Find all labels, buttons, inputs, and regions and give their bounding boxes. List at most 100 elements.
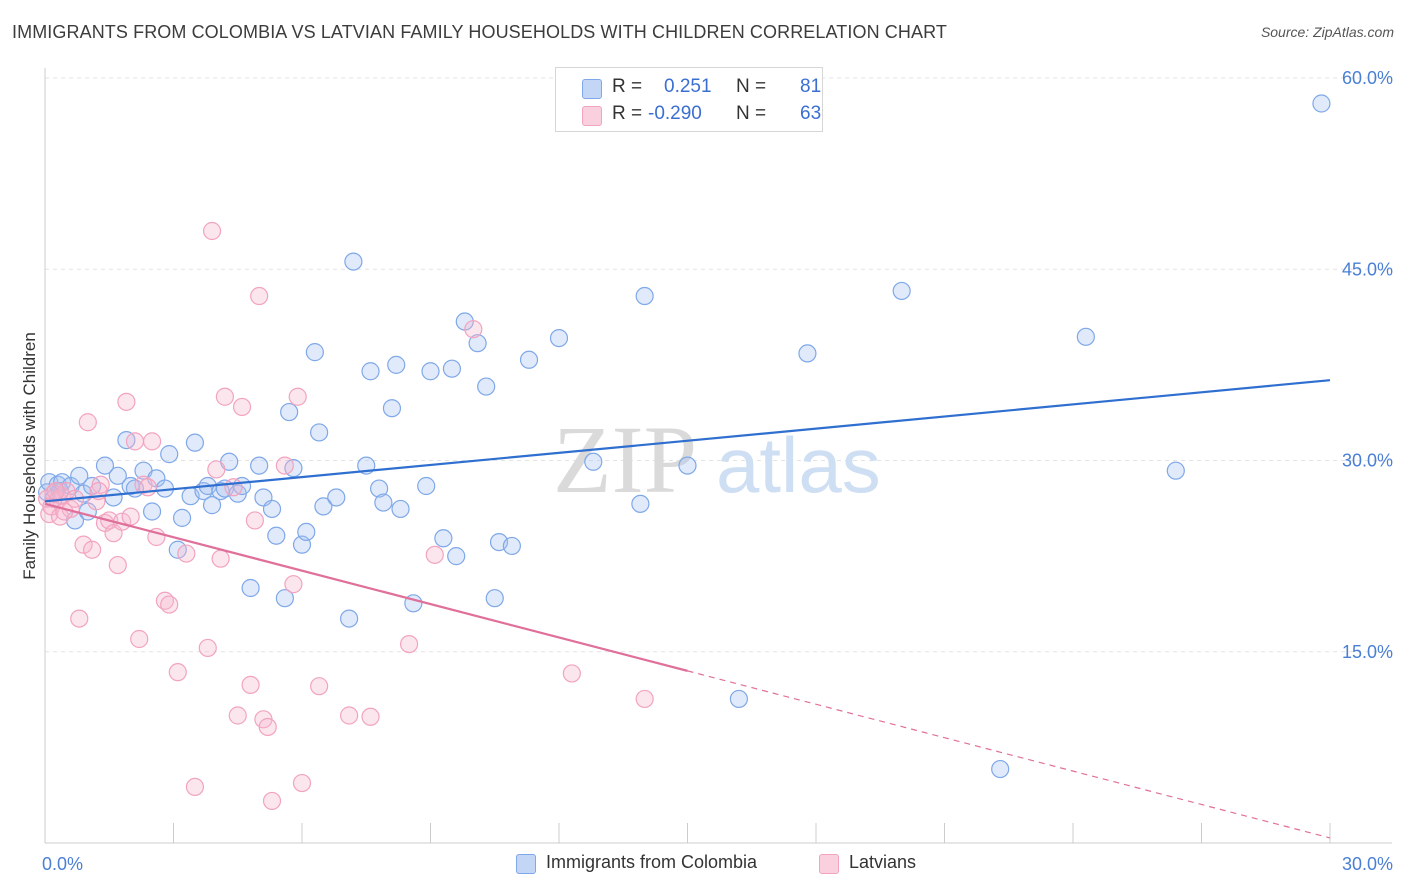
latvians-point — [399, 634, 419, 654]
colombia-point — [477, 377, 496, 396]
colombia-point — [370, 479, 389, 498]
latvians-trend-extension — [687, 670, 1331, 839]
r-value-latvians: -0.290 — [648, 103, 702, 124]
latvians-point — [284, 575, 303, 594]
colombia-point — [305, 343, 324, 362]
colombia-point — [280, 402, 299, 422]
colombia-point — [241, 578, 260, 598]
latvians-point — [130, 629, 149, 649]
colombia-point — [549, 329, 569, 348]
r-value-colombia: 0.251 — [664, 76, 712, 97]
watermark: ZIP atlas — [553, 406, 881, 513]
latvians-point — [142, 432, 162, 451]
latvians-point — [215, 387, 234, 406]
watermark-atlas: atlas — [716, 421, 881, 509]
colombia-point — [635, 286, 654, 306]
latvians-point — [121, 507, 140, 526]
colombia-point — [1312, 94, 1331, 113]
latvians-trend-line — [44, 502, 688, 672]
colombia-point — [250, 456, 269, 475]
colombia-point — [417, 476, 436, 496]
chart-title: IMMIGRANTS FROM COLOMBIA VS LATVIAN FAMI… — [12, 22, 947, 42]
colombia-point — [892, 281, 911, 301]
latvians-point — [292, 773, 312, 793]
latvians-swatch — [582, 106, 602, 126]
latvians-point — [245, 511, 264, 530]
n-value-colombia: 81 — [800, 76, 822, 97]
colombia-point — [382, 399, 402, 418]
colombia-point — [485, 589, 504, 608]
latvians-point — [224, 478, 243, 497]
latvians-point — [198, 638, 217, 658]
colombia-point — [142, 502, 162, 521]
colombia-point — [729, 689, 749, 709]
r-label: R = — [612, 103, 643, 124]
n-label: N = — [736, 76, 767, 97]
axes — [44, 68, 1392, 844]
latvians-point — [117, 392, 136, 411]
latvians-point — [211, 549, 230, 568]
colombia-point — [310, 423, 329, 442]
trend-lines — [44, 379, 1331, 839]
latvians-point — [361, 707, 380, 726]
colombia-point — [631, 494, 650, 513]
colombia-point — [314, 497, 333, 516]
latvians-point — [108, 555, 127, 575]
colombia-point — [160, 445, 179, 464]
colombia-point — [267, 526, 286, 545]
r-label: R = — [612, 76, 643, 97]
grid-lines — [45, 77, 1392, 653]
colombia-legend-swatch — [516, 854, 536, 874]
latvians-point — [241, 675, 260, 695]
latvians-point — [202, 221, 222, 241]
colombia-point — [168, 540, 187, 559]
colombia-point — [361, 362, 380, 381]
colombia-point — [185, 433, 205, 452]
colombia-point — [202, 496, 222, 515]
colombia-legend-label: Immigrants from Colombia — [546, 852, 758, 872]
latvians-point — [635, 689, 654, 709]
y-tick-label: 45.0% — [1342, 259, 1393, 279]
latvians-point — [275, 456, 294, 475]
colombia-point — [1076, 327, 1095, 346]
x-tick-label: 30.0% — [1342, 854, 1393, 874]
stats-legend: R = 0.251 N = 81 R = -0.290 N = 63 — [555, 67, 823, 132]
colombia-point — [374, 493, 393, 512]
colombia-point — [434, 529, 453, 548]
colombia-point — [262, 499, 282, 519]
colombia-point — [95, 456, 115, 475]
colombia-point — [340, 609, 359, 628]
colombia-point — [502, 536, 521, 556]
colombia-point — [991, 759, 1010, 779]
colombia-point — [421, 362, 440, 381]
latvians-point — [258, 717, 277, 737]
y-tick-label: 15.0% — [1342, 642, 1393, 662]
colombia-point — [519, 350, 539, 369]
latvians-point — [207, 460, 226, 479]
colombia-point — [447, 547, 466, 566]
y-tick-label: 30.0% — [1342, 451, 1393, 471]
colombia-swatch — [582, 79, 602, 99]
colombia-point — [468, 334, 487, 353]
colombia-trend-line — [44, 379, 1331, 503]
latvians-legend-label: Latvians — [849, 852, 917, 872]
y-tick-label: 60.0% — [1342, 68, 1393, 88]
latvians-point — [168, 663, 187, 682]
latvians-point — [250, 286, 269, 306]
latvians-point — [288, 387, 307, 406]
colombia-point — [442, 359, 462, 378]
colombia-point — [70, 466, 89, 485]
source-credit: Source: ZipAtlas.com — [1260, 24, 1394, 40]
latvians-point — [228, 706, 247, 725]
latvians-point — [310, 677, 329, 696]
latvians-point — [425, 545, 444, 564]
watermark-zip: ZIP — [553, 406, 697, 513]
latvians-point — [160, 595, 179, 614]
colombia-point — [108, 466, 127, 485]
latvians-point — [185, 777, 205, 797]
colombia-point — [391, 499, 410, 519]
colombia-point — [387, 355, 406, 374]
n-value-latvians: 63 — [800, 103, 822, 124]
latvians-point — [83, 540, 102, 559]
latvians-point — [340, 706, 359, 725]
